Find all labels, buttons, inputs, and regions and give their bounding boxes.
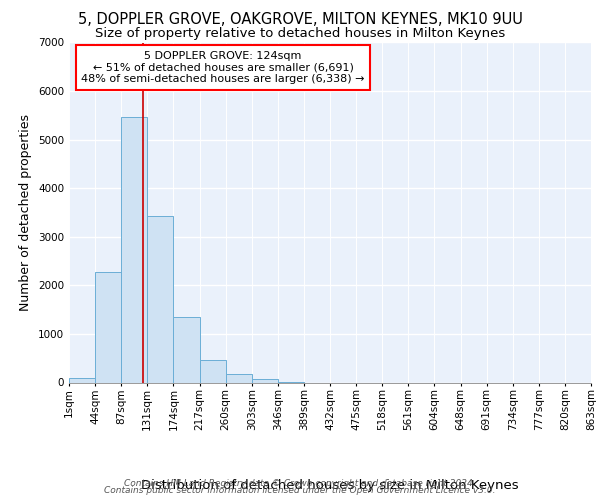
Bar	[226, 374, 252, 382]
X-axis label: Distribution of detached houses by size in Milton Keynes: Distribution of detached houses by size …	[141, 479, 519, 492]
Bar	[148, 216, 173, 382]
Text: 5, DOPPLER GROVE, OAKGROVE, MILTON KEYNES, MK10 9UU: 5, DOPPLER GROVE, OAKGROVE, MILTON KEYNE…	[77, 12, 523, 28]
Bar	[95, 272, 121, 382]
Text: Size of property relative to detached houses in Milton Keynes: Size of property relative to detached ho…	[95, 28, 505, 40]
Y-axis label: Number of detached properties: Number of detached properties	[19, 114, 32, 311]
Bar	[173, 317, 199, 382]
Bar	[69, 378, 95, 382]
Text: Contains HM Land Registry data © Crown copyright and database right 2024.: Contains HM Land Registry data © Crown c…	[124, 478, 476, 488]
Bar	[252, 378, 278, 382]
Bar	[121, 117, 148, 382]
Text: 5 DOPPLER GROVE: 124sqm
← 51% of detached houses are smaller (6,691)
48% of semi: 5 DOPPLER GROVE: 124sqm ← 51% of detache…	[81, 51, 365, 84]
Text: Contains public sector information licensed under the Open Government Licence v3: Contains public sector information licen…	[104, 486, 496, 495]
Bar	[199, 360, 226, 382]
